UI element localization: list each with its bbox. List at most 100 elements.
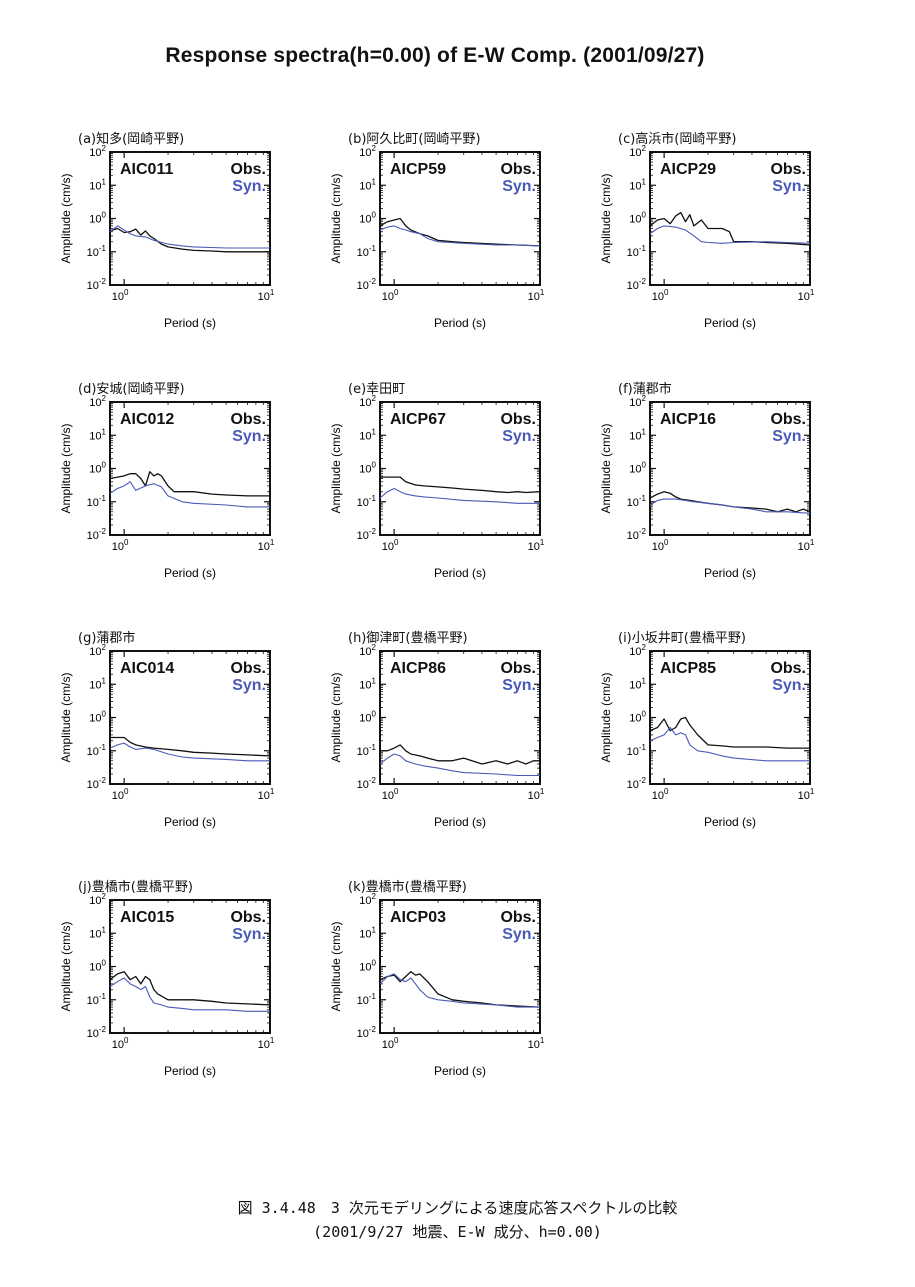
station-label: AIC011 <box>120 161 173 178</box>
chart-panel: (c)高浜市(岡崎平野) 10-2 10-1 100 101 102 100 101 Perio… <box>588 128 848 350</box>
y-tick-label: 10-2 <box>87 277 107 292</box>
tick-exponent: 0 <box>394 787 399 796</box>
legend-obs: Obs. <box>230 660 266 677</box>
station-label: AIC014 <box>120 660 174 677</box>
series-line-syn <box>379 753 540 777</box>
y-axis-label: Amplitude (cm/s) <box>599 173 613 263</box>
tick-exponent: -2 <box>369 277 377 286</box>
legend-obs: Obs. <box>230 909 266 926</box>
tick-exponent: 2 <box>102 144 107 153</box>
y-tick-label: 100 <box>359 461 376 476</box>
legend-obs: Obs. <box>230 161 266 178</box>
tick-exponent: 1 <box>642 427 647 436</box>
tick-exponent: 2 <box>372 144 377 153</box>
series-line-obs <box>649 211 811 246</box>
panel-title: (f)蒲郡市 <box>618 382 672 397</box>
legend-obs: Obs. <box>770 411 806 428</box>
y-tick-label: 100 <box>359 211 376 226</box>
tick-exponent: -1 <box>639 244 647 253</box>
y-tick-label: 10-1 <box>357 743 377 758</box>
y-tick-label: 102 <box>359 144 376 159</box>
tick-exponent: 1 <box>372 427 377 436</box>
y-tick-label: 10-1 <box>627 494 647 509</box>
tick-exponent: 1 <box>270 787 275 796</box>
tick-exponent: 1 <box>372 925 377 934</box>
tick-exponent: 1 <box>270 1036 275 1045</box>
y-axis-label: Amplitude (cm/s) <box>59 173 73 263</box>
y-tick-label: 10-1 <box>87 743 107 758</box>
station-label: AICP85 <box>660 660 716 677</box>
tick-exponent: 2 <box>102 394 107 403</box>
y-tick-label: 102 <box>629 144 646 159</box>
tick-exponent: -1 <box>99 743 107 752</box>
panel-title: (k)豊橋市(豊橋平野) <box>348 880 467 895</box>
x-tick-label: 101 <box>258 787 275 802</box>
y-tick-label: 10-1 <box>357 244 377 259</box>
chart-panel: (g)蒲郡市 10-2 10-1 100 101 102 100 101 Period (s) A… <box>48 627 308 849</box>
panel-title: (d)安城(岡崎平野) <box>78 382 185 397</box>
x-tick-label: 101 <box>528 538 545 553</box>
y-tick-label: 10-1 <box>627 244 647 259</box>
tick-exponent: 2 <box>642 643 647 652</box>
y-tick-label: 10-2 <box>357 277 377 292</box>
y-tick-label: 10-1 <box>87 992 107 1007</box>
y-tick-label: 101 <box>629 427 646 442</box>
y-tick-label: 100 <box>359 710 376 725</box>
tick-exponent: -1 <box>639 494 647 503</box>
legend-obs: Obs. <box>500 909 536 926</box>
y-tick-label: 102 <box>89 394 106 409</box>
y-tick-label: 10-2 <box>357 527 377 542</box>
series-line-syn <box>109 742 270 762</box>
chart-panel: (a)知多(岡崎平野) 10-2 10-1 100 101 102 100 101 Period… <box>48 128 308 350</box>
panel-title: (c)高浜市(岡崎平野) <box>618 132 737 147</box>
x-tick-label: 101 <box>528 1036 545 1051</box>
tick-exponent: -1 <box>99 992 107 1001</box>
tick-exponent: 0 <box>664 787 669 796</box>
chart-panel: (i)小坂井町(豊橋平野) 10-2 10-1 100 101 102 100 101 Peri… <box>588 627 848 849</box>
tick-exponent: -2 <box>99 527 107 536</box>
tick-exponent: 1 <box>540 538 545 547</box>
series-line-obs <box>379 217 541 247</box>
tick-exponent: 1 <box>102 177 107 186</box>
chart-panel: (k)豊橋市(豊橋平野) 10-2 10-1 100 101 102 100 101 Perio… <box>318 876 578 1098</box>
tick-exponent: 2 <box>102 892 107 901</box>
station-label: AICP03 <box>390 909 446 926</box>
legend-syn: Syn. <box>232 428 266 445</box>
tick-exponent: 1 <box>810 538 815 547</box>
y-tick-label: 102 <box>359 394 376 409</box>
tick-exponent: 1 <box>102 676 107 685</box>
x-tick-label: 100 <box>112 1036 129 1051</box>
series-line-syn <box>649 726 810 762</box>
tick-exponent: 2 <box>642 144 647 153</box>
tick-exponent: 1 <box>102 427 107 436</box>
tick-exponent: 0 <box>372 710 377 719</box>
y-tick-label: 100 <box>359 959 376 974</box>
tick-exponent: 1 <box>810 787 815 796</box>
tick-exponent: 2 <box>372 394 377 403</box>
x-axis-label: Period (s) <box>434 815 486 829</box>
y-tick-label: 10-2 <box>357 1025 377 1040</box>
series-line-syn <box>649 225 811 244</box>
y-axis-label: Amplitude (cm/s) <box>329 672 343 762</box>
y-tick-label: 101 <box>629 676 646 691</box>
chart-panel: (e)幸田町 10-2 10-1 100 101 102 100 101 Period (s) A… <box>318 378 578 600</box>
y-axis-label: Amplitude (cm/s) <box>599 423 613 513</box>
legend-obs: Obs. <box>770 660 806 677</box>
chart-panel: (h)御津町(豊橋平野) 10-2 10-1 100 101 102 100 101 Perio… <box>318 627 578 849</box>
y-axis-label: Amplitude (cm/s) <box>59 921 73 1011</box>
y-tick-label: 10-2 <box>627 277 647 292</box>
x-tick-label: 100 <box>382 538 399 553</box>
y-tick-label: 101 <box>359 925 376 940</box>
tick-exponent: 0 <box>124 787 129 796</box>
series-line-syn <box>379 973 540 1008</box>
tick-exponent: 0 <box>102 959 107 968</box>
chart-panel: (d)安城(岡崎平野) 10-2 10-1 100 101 102 100 101 Period… <box>48 378 308 600</box>
legend-syn: Syn. <box>772 178 806 195</box>
y-tick-label: 102 <box>359 892 376 907</box>
y-axis-label: Amplitude (cm/s) <box>59 672 73 762</box>
chart-panel: (b)阿久比町(岡崎平野) 10-2 10-1 100 101 102 100 101 Peri… <box>318 128 578 350</box>
